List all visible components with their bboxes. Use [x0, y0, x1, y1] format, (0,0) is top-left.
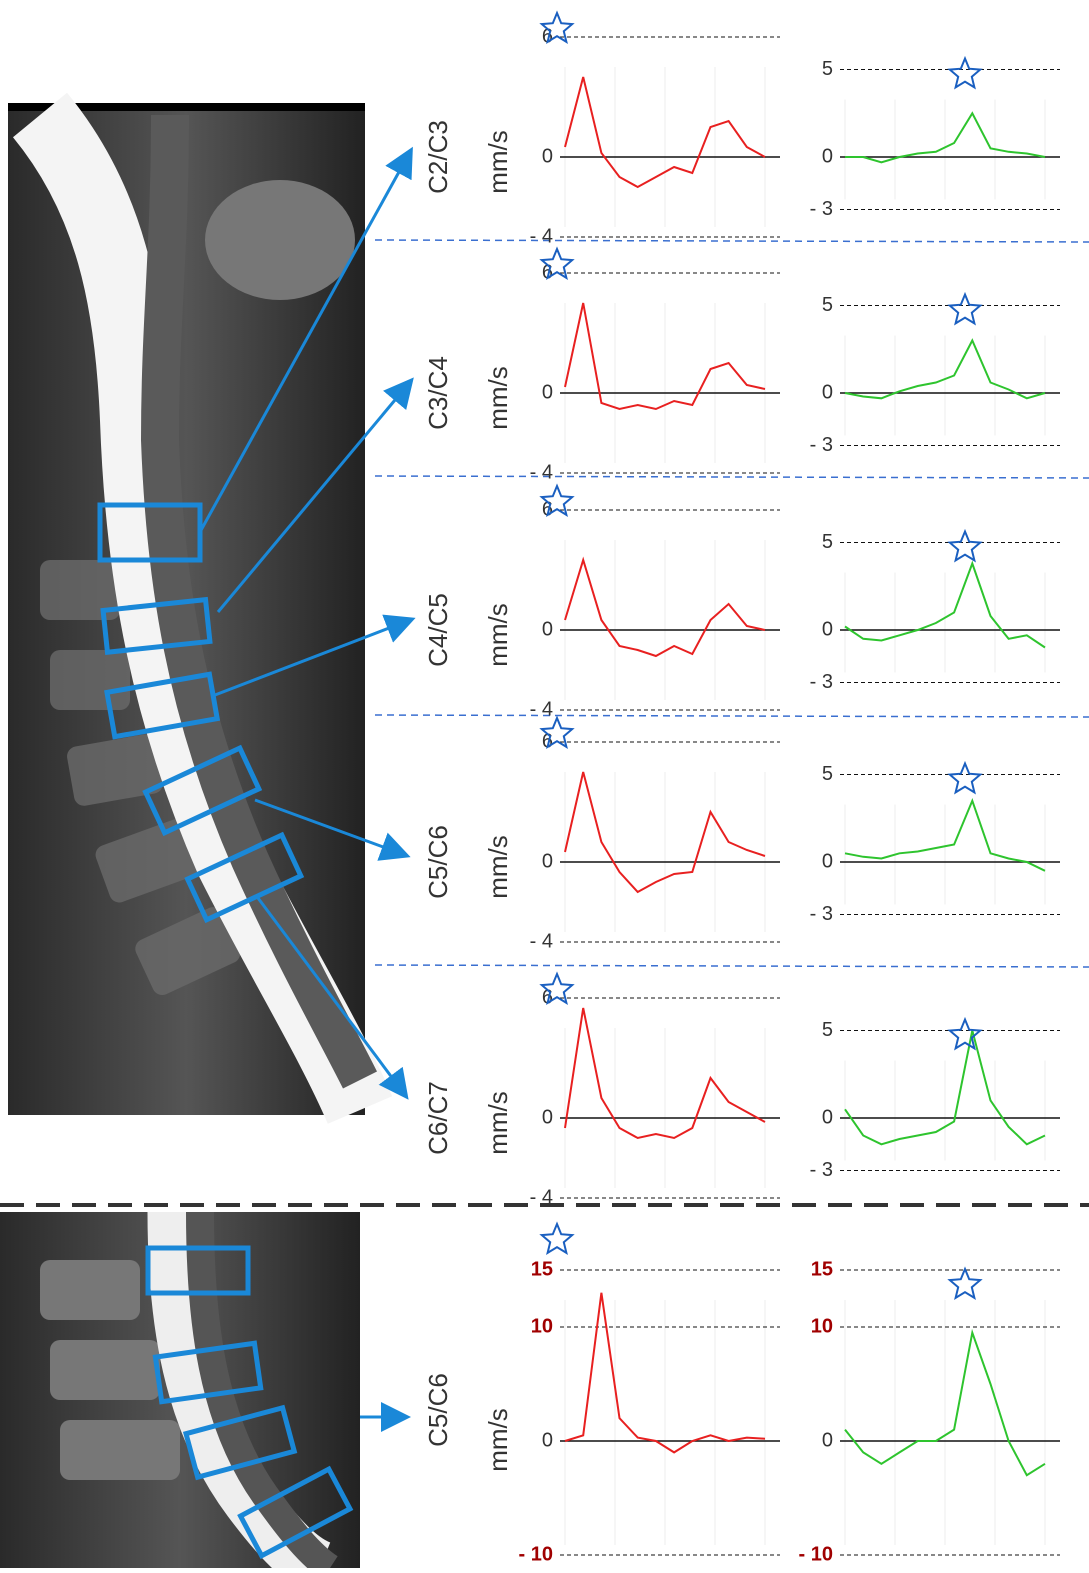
level-label: C2/C3 [423, 120, 453, 194]
y-tick-label: - 4 [530, 461, 553, 483]
y-tick-label: 0 [822, 381, 833, 403]
mri-image [8, 103, 365, 1115]
y-tick-label: - 4 [530, 698, 553, 720]
y-tick-label: - 3 [810, 671, 833, 693]
star [950, 1269, 980, 1298]
y-tick-label: - 4 [530, 1186, 553, 1208]
y-tick-label: - 4 [530, 225, 553, 247]
y-tick-label: 0 [542, 850, 553, 872]
star [950, 59, 980, 88]
y-tick-label: 5 [822, 531, 833, 553]
y-tick-label: 15 [531, 1258, 553, 1280]
y-tick-label: - 4 [530, 930, 553, 952]
level-label: C3/C4 [423, 356, 453, 430]
level-label: C6/C7 [423, 1081, 453, 1155]
y-axis-label: mm/s [483, 366, 513, 430]
star [950, 532, 980, 561]
y-tick-label: 0 [542, 1106, 553, 1128]
y-axis-label: mm/s [483, 835, 513, 899]
y-tick-label: - 3 [810, 903, 833, 925]
y-axis-label: mm/s [483, 1408, 513, 1472]
y-tick-label: 5 [822, 58, 833, 80]
y-tick-label: 0 [822, 618, 833, 640]
figure: C2/C3mm/s60- 450- 3C3/C4mm/s60- 450- 3C4… [0, 0, 1089, 1568]
y-tick-label: 5 [822, 294, 833, 316]
y-tick-label: 0 [542, 618, 553, 640]
y-tick-label: 5 [822, 1019, 833, 1041]
y-tick-label: 0 [542, 145, 553, 167]
y-tick-label: 10 [811, 1315, 833, 1337]
y-tick-label: - 3 [810, 198, 833, 220]
y-axis-label: mm/s [483, 130, 513, 194]
y-axis-label: mm/s [483, 1091, 513, 1155]
star [950, 764, 980, 793]
y-tick-label: - 3 [810, 1159, 833, 1181]
star [950, 295, 980, 324]
y-tick-label: 5 [822, 763, 833, 785]
y-tick-label: 0 [822, 145, 833, 167]
level-label: C5/C6 [423, 825, 453, 899]
y-axis-label: mm/s [483, 603, 513, 667]
y-tick-label: 0 [822, 1106, 833, 1128]
y-tick-label: 0 [542, 381, 553, 403]
star [542, 1224, 572, 1253]
y-tick-label: 0 [822, 1429, 833, 1451]
level-label: C5/C6 [423, 1373, 453, 1447]
y-tick-label: 10 [531, 1315, 553, 1337]
y-tick-label: 0 [822, 850, 833, 872]
mri-image-bottom [0, 1212, 360, 1568]
y-tick-label: 0 [542, 1429, 553, 1451]
y-tick-label: 15 [811, 1258, 833, 1280]
level-label: C4/C5 [423, 593, 453, 667]
y-tick-label: - 3 [810, 434, 833, 456]
y-tick-label: - 10 [799, 1543, 833, 1565]
y-tick-label: - 10 [519, 1543, 553, 1565]
